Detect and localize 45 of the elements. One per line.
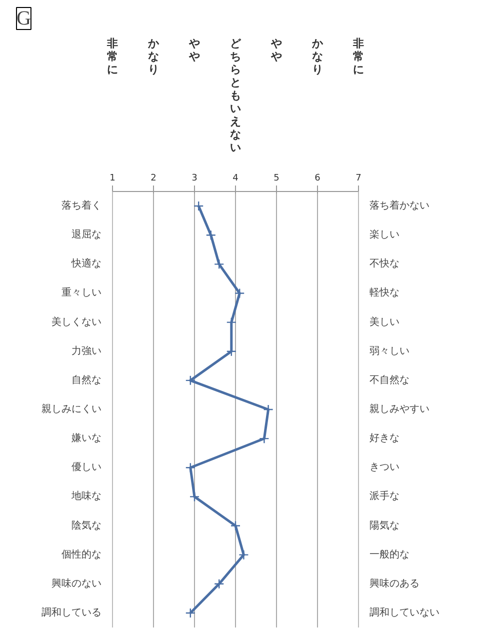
y-tick-label: 退屈な — [72, 228, 102, 241]
text: かなり — [147, 37, 160, 76]
y2-tick-label: 落ち着かない — [370, 200, 430, 212]
x-tick-label: 2 — [150, 174, 156, 184]
text: 非常に — [352, 37, 364, 76]
text: 非常に — [106, 37, 118, 76]
x-tick-label: 6 — [314, 174, 321, 184]
y2-tick-label: きつい — [370, 462, 400, 474]
y-tick-label: 嫌いな — [72, 432, 102, 444]
text: やや — [188, 37, 200, 64]
y-tick-label: 美しくない — [52, 316, 102, 328]
y2-tick-label: 親しみやすい — [370, 403, 430, 415]
text: やや — [270, 37, 282, 64]
x-tick-label: 4 — [232, 174, 239, 184]
x-tick-label: 1 — [110, 174, 116, 184]
text: かなり — [311, 37, 324, 76]
y-tick-label: 自然な — [72, 374, 102, 386]
y2-tick-label: 陽気な — [370, 520, 400, 532]
y2-tick-label: 調和していない — [370, 606, 440, 618]
y2-tick-label: 不自然な — [370, 374, 410, 386]
y-tick-label: 親しみにくい — [42, 403, 102, 415]
y2-tick-label: 弱々しい — [370, 346, 410, 357]
y-tick-label: 優しい — [72, 462, 102, 474]
y-tick-label: 陰気な — [72, 519, 102, 532]
y-tick-label: 地味な — [70, 490, 102, 502]
y-tick-label: 快適な — [70, 258, 102, 270]
y-tick-label: 興味のない — [52, 577, 102, 590]
y2-tick-label: 派手な — [370, 490, 400, 502]
y-tick-label: 調和している — [42, 606, 102, 618]
y-tick-label: 個性的な — [62, 548, 102, 560]
text: どちらともいえない — [230, 37, 241, 154]
y2-tick-label: 好きな — [370, 433, 400, 444]
x-tick-label: 7 — [356, 174, 362, 184]
y2-tick-label: 美しい — [370, 316, 400, 328]
x-tick-label: 3 — [192, 174, 198, 184]
y2-tick-label: 興味のある — [370, 577, 420, 590]
y2-tick-label: 楽しい — [370, 228, 400, 241]
y2-tick-label: 軽快な — [370, 286, 400, 299]
y-tick-label: 落ち着く — [62, 200, 102, 212]
y-tick-label: 力強い — [72, 344, 102, 357]
y-tick-label: 重々しい — [62, 286, 102, 299]
chart-title: G — [16, 8, 31, 30]
x-tick-label: 5 — [274, 174, 280, 184]
y2-tick-label: 不快な — [370, 258, 400, 270]
y2-tick-label: 一般的な — [370, 549, 410, 560]
